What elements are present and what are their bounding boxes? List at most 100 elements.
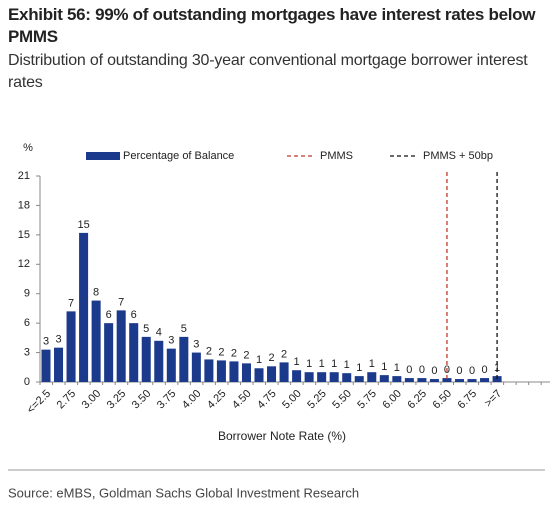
- data-label: 2: [268, 352, 274, 364]
- data-label: 1: [369, 358, 375, 370]
- x-tick-label: 6.25: [405, 388, 429, 412]
- data-label: 3: [168, 335, 174, 347]
- data-label: 7: [118, 296, 124, 308]
- data-label: 0: [419, 364, 425, 376]
- bar: [492, 376, 502, 382]
- bar: [279, 362, 289, 382]
- y-tick-label: 21: [18, 170, 30, 182]
- bar: [442, 378, 452, 382]
- data-label: 2: [218, 346, 224, 358]
- data-label: 5: [143, 323, 149, 335]
- data-label: 1: [344, 359, 350, 371]
- chart-title: Exhibit 56: 99% of outstanding mortgages…: [8, 5, 536, 46]
- data-label: 3: [55, 334, 61, 346]
- x-tick-label: 3.75: [155, 388, 179, 412]
- data-label: 6: [106, 309, 112, 321]
- y-tick-label: 9: [24, 288, 30, 300]
- y-tick-label: 6: [24, 317, 30, 329]
- y-tick-label: 18: [18, 199, 30, 211]
- data-label: 15: [77, 219, 89, 231]
- x-tick-label: 4.50: [230, 388, 254, 412]
- chart-subtitle: Distribution of outstanding 30-year conv…: [8, 52, 528, 91]
- data-label: 3: [43, 336, 49, 348]
- source: Source: eMBS, Goldman Sachs Global Inves…: [8, 485, 359, 500]
- data-label: 5: [181, 323, 187, 335]
- x-tick-label: 3.50: [130, 388, 154, 412]
- x-tick-label: >=7: [482, 388, 504, 410]
- y-axis-label: %: [23, 142, 33, 154]
- bar: [204, 359, 214, 382]
- bar: [267, 366, 277, 382]
- data-label: 2: [231, 347, 237, 359]
- y-tick-label: 12: [18, 258, 30, 270]
- data-label: 0: [406, 364, 412, 376]
- bar: [454, 379, 465, 382]
- x-tick-label: 5.25: [305, 388, 329, 412]
- bar: [317, 372, 327, 382]
- data-label: 1: [256, 354, 262, 366]
- legend-label: Percentage of Balance: [123, 150, 234, 162]
- data-label: 6: [131, 309, 137, 321]
- x-tick-label: 2.75: [55, 388, 79, 412]
- data-label: 8: [93, 286, 99, 298]
- x-tick-label: 3.00: [80, 388, 104, 412]
- bar: [404, 378, 414, 382]
- legend-swatch: [86, 152, 120, 160]
- legend-label: PMMS + 50bp: [423, 150, 493, 162]
- bar: [54, 347, 64, 382]
- data-label: 1: [306, 358, 312, 370]
- x-tick-label: 5.00: [280, 388, 304, 412]
- y-tick-label: 3: [24, 346, 30, 358]
- bar: [342, 373, 352, 382]
- bar: [367, 372, 377, 382]
- bar: [79, 232, 89, 382]
- x-tick-label: 5.75: [355, 388, 379, 412]
- bar: [254, 368, 264, 382]
- data-label: 1: [394, 362, 400, 374]
- data-label: 7: [68, 297, 74, 309]
- bar: [129, 323, 139, 382]
- bar: [104, 323, 114, 382]
- x-tick-label: <=2.5: [25, 388, 53, 416]
- bar: [329, 372, 339, 382]
- bar: [154, 340, 164, 382]
- data-label: 1: [356, 362, 362, 374]
- bar: [292, 370, 302, 382]
- x-tick-label: 4.00: [180, 388, 204, 412]
- bar: [241, 363, 251, 382]
- y-tick-label: 15: [18, 229, 30, 241]
- y-tick-label: 0: [24, 376, 30, 388]
- x-tick-label: 5.50: [330, 388, 354, 412]
- bar: [392, 376, 402, 382]
- x-tick-label: 6.75: [456, 388, 480, 412]
- data-label: 0: [431, 365, 437, 377]
- bar: [417, 378, 427, 382]
- legend-label: PMMS: [320, 150, 353, 162]
- x-tick-label: 4.25: [205, 388, 229, 412]
- bar: [141, 336, 151, 382]
- x-tick-label: 4.75: [255, 388, 279, 412]
- bar: [116, 310, 126, 382]
- bar: [216, 360, 226, 382]
- data-label: 1: [294, 356, 300, 368]
- bar: [166, 348, 176, 382]
- bar: [191, 352, 201, 382]
- x-tick-label: 6.50: [431, 388, 455, 412]
- bar: [229, 361, 239, 382]
- bar: [304, 372, 314, 382]
- bar: [179, 336, 189, 382]
- data-label: 0: [469, 365, 475, 377]
- x-axis-label: Borrower Note Rate (%): [218, 429, 346, 443]
- bar: [467, 379, 477, 382]
- data-label: 3: [193, 338, 199, 350]
- data-label: 2: [281, 348, 287, 360]
- data-label: 0: [456, 365, 462, 377]
- data-label: 1: [331, 358, 337, 370]
- x-tick-label: 3.25: [105, 388, 129, 412]
- data-label: 2: [243, 349, 249, 361]
- bar: [41, 349, 51, 382]
- bar: [66, 311, 76, 382]
- data-label: 4: [156, 327, 162, 339]
